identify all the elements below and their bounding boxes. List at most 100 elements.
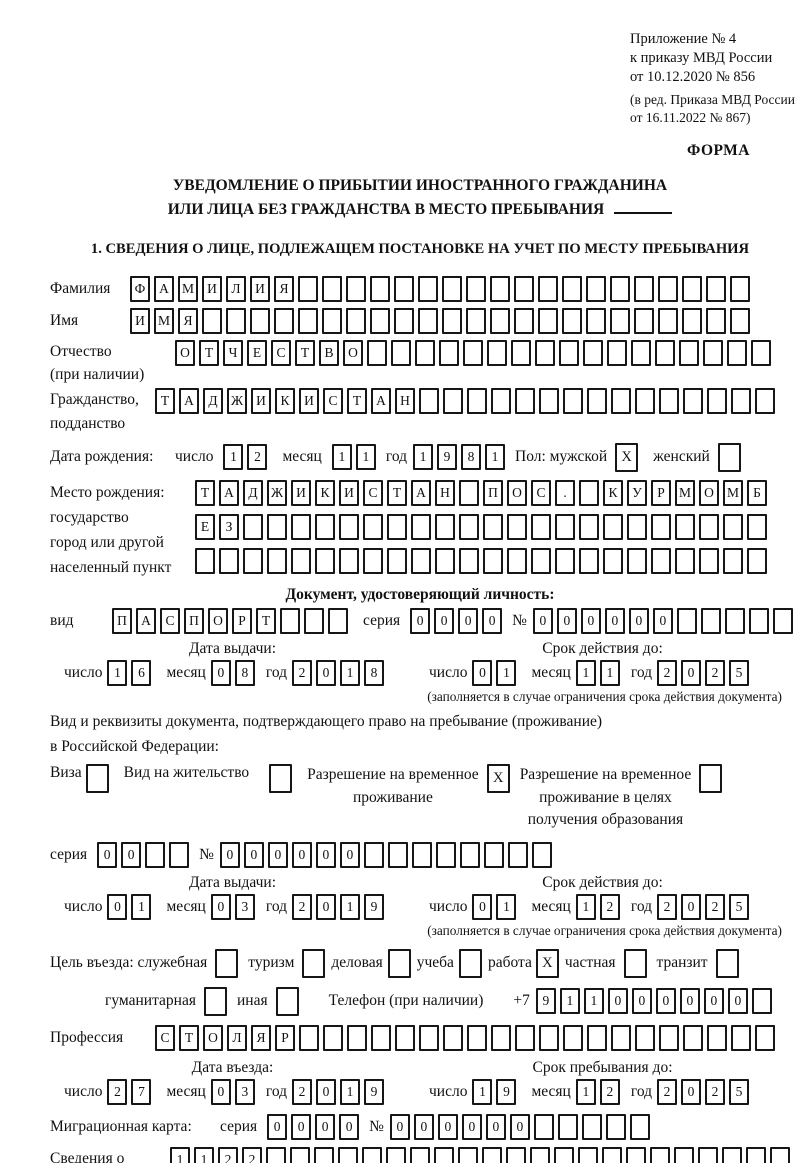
char-cell[interactable] (611, 388, 631, 415)
char-cell[interactable] (635, 1024, 655, 1051)
char-cell[interactable]: 1 (340, 660, 361, 687)
char-cell[interactable]: С (323, 388, 343, 415)
char-cell[interactable] (747, 513, 767, 540)
char-cell[interactable]: И (250, 275, 270, 302)
char-cell[interactable]: Т (295, 339, 315, 366)
char-cell[interactable]: З (219, 513, 239, 540)
char-cell[interactable] (579, 479, 599, 506)
char-cell[interactable] (650, 1146, 670, 1163)
char-cell[interactable]: И (202, 275, 222, 302)
char-cell[interactable] (459, 479, 479, 506)
char-cell[interactable] (291, 513, 311, 540)
char-cell[interactable] (730, 307, 750, 334)
char-cell[interactable]: 7 (131, 1078, 152, 1105)
char-cell[interactable]: А (411, 479, 431, 506)
char-cell[interactable] (322, 275, 342, 302)
sex-female-checkbox[interactable] (717, 442, 741, 472)
char-cell[interactable] (467, 388, 487, 415)
char-cell[interactable]: 0 (580, 608, 601, 635)
char-cell[interactable] (491, 388, 511, 415)
char-cell[interactable]: А (219, 479, 239, 506)
char-cell[interactable]: П (112, 608, 132, 635)
char-cell[interactable] (145, 841, 166, 868)
char-cell[interactable] (511, 339, 531, 366)
char-cell[interactable] (563, 388, 583, 415)
char-cell[interactable] (531, 841, 552, 868)
char-cell[interactable]: Я (178, 307, 198, 334)
char-cell[interactable]: 1 (170, 1146, 190, 1163)
char-cell[interactable] (483, 513, 503, 540)
sex-male-checkbox[interactable]: X (615, 442, 639, 472)
char-cell[interactable]: Е (247, 339, 267, 366)
char-cell[interactable]: Ф (130, 275, 150, 302)
char-cell[interactable]: Т (199, 339, 219, 366)
char-cell[interactable]: 0 (316, 660, 337, 687)
char-cell[interactable]: Б (747, 479, 767, 506)
char-cell[interactable] (506, 1146, 526, 1163)
char-cell[interactable] (298, 307, 318, 334)
char-cell[interactable]: 0 (410, 608, 431, 635)
char-cell[interactable] (439, 339, 459, 366)
char-cell[interactable]: 3 (234, 1078, 255, 1105)
char-cell[interactable]: 1 (496, 893, 517, 920)
char-cell[interactable] (226, 307, 246, 334)
char-cell[interactable]: 0 (655, 988, 676, 1015)
char-cell[interactable] (419, 1024, 439, 1051)
char-cell[interactable]: 1 (599, 660, 620, 687)
char-cell[interactable]: О (203, 1024, 223, 1051)
char-cell[interactable] (219, 547, 239, 574)
char-cell[interactable]: 0 (604, 608, 625, 635)
char-cell[interactable] (587, 1024, 607, 1051)
char-cell[interactable]: 2 (599, 1078, 620, 1105)
char-cell[interactable]: 0 (97, 841, 118, 868)
char-cell[interactable] (394, 275, 414, 302)
purpose-tourism-checkbox[interactable] (302, 948, 326, 978)
char-cell[interactable] (507, 513, 527, 540)
char-cell[interactable]: Т (256, 608, 276, 635)
char-cell[interactable] (298, 275, 318, 302)
char-cell[interactable] (507, 547, 527, 574)
char-cell[interactable] (314, 1146, 334, 1163)
char-cell[interactable]: 2 (292, 660, 313, 687)
char-cell[interactable]: 0 (681, 893, 702, 920)
char-cell[interactable] (707, 388, 727, 415)
char-cell[interactable]: О (343, 339, 363, 366)
char-cell[interactable]: И (130, 307, 150, 334)
char-cell[interactable]: 8 (234, 660, 255, 687)
char-cell[interactable]: 2 (599, 893, 620, 920)
char-cell[interactable] (679, 339, 699, 366)
char-cell[interactable] (514, 275, 534, 302)
char-cell[interactable]: 9 (364, 1078, 385, 1105)
char-cell[interactable]: 2 (705, 1078, 726, 1105)
char-cell[interactable]: Л (226, 275, 246, 302)
char-cell[interactable]: 5 (729, 1078, 750, 1105)
char-cell[interactable]: 0 (679, 988, 700, 1015)
char-cell[interactable] (507, 841, 528, 868)
char-cell[interactable]: 0 (315, 1113, 336, 1140)
char-cell[interactable] (391, 339, 411, 366)
char-cell[interactable] (538, 275, 558, 302)
char-cell[interactable]: 3 (234, 893, 255, 920)
char-cell[interactable] (607, 339, 627, 366)
char-cell[interactable]: 0 (485, 1113, 506, 1140)
char-cell[interactable] (418, 307, 438, 334)
char-cell[interactable] (626, 1146, 646, 1163)
char-cell[interactable]: И (291, 479, 311, 506)
char-cell[interactable]: 1 (194, 1146, 214, 1163)
char-cell[interactable]: Н (395, 388, 415, 415)
char-cell[interactable]: 0 (532, 608, 553, 635)
char-cell[interactable]: 0 (556, 608, 577, 635)
char-cell[interactable] (659, 1024, 679, 1051)
char-cell[interactable] (751, 339, 771, 366)
char-cell[interactable] (555, 547, 575, 574)
char-cell[interactable] (202, 307, 222, 334)
char-cell[interactable]: 0 (727, 988, 748, 1015)
char-cell[interactable] (770, 1146, 790, 1163)
char-cell[interactable] (603, 513, 623, 540)
char-cell[interactable]: 1 (472, 1078, 493, 1105)
char-cell[interactable] (250, 307, 270, 334)
char-cell[interactable] (676, 608, 697, 635)
char-cell[interactable] (583, 339, 603, 366)
char-cell[interactable] (586, 275, 606, 302)
char-cell[interactable]: 0 (482, 608, 503, 635)
